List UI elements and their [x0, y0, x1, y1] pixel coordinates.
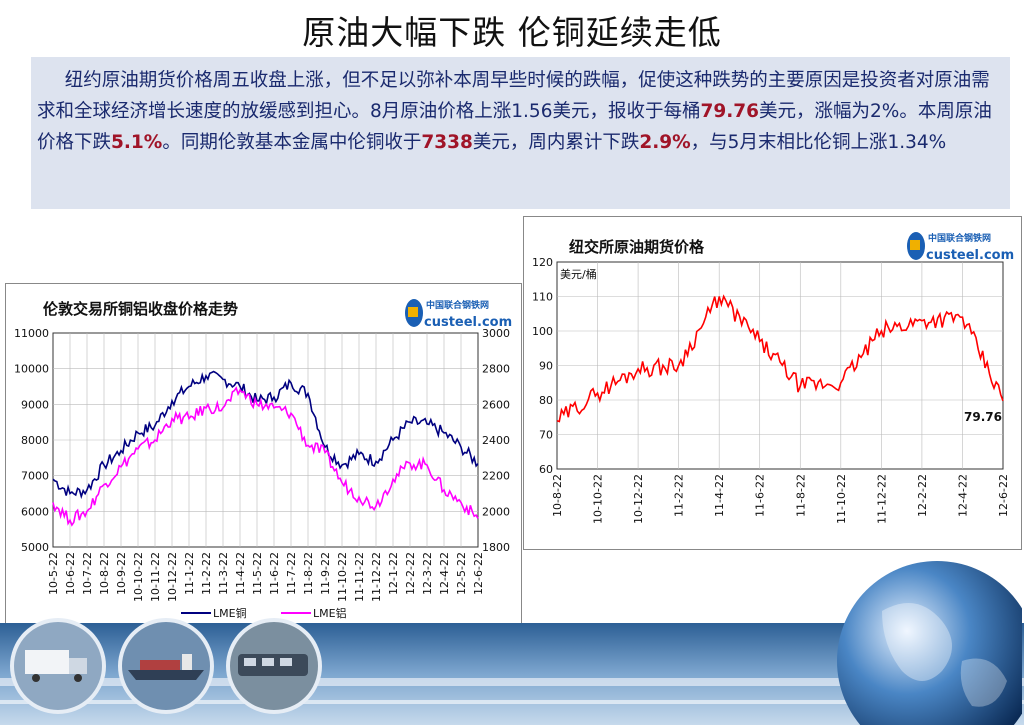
lme-yleft-tick: 6000	[21, 505, 49, 518]
crude-x-tick: 12-2-22	[916, 474, 929, 517]
lme-x-tick: 12-1-22	[387, 552, 400, 595]
logo: 中国联合钢铁网 custeel.com	[907, 232, 1014, 263]
crude-x-tick: 12-4-22	[956, 474, 969, 517]
logo-mark-inner-icon	[910, 240, 920, 250]
crude-y-tick: 110	[532, 291, 553, 304]
crude-chart: 纽交所原油期货价格 中国联合钢铁网 custeel.com 美元/桶 120 11…	[532, 232, 1014, 524]
lme-x-tick: 12-5-22	[455, 552, 468, 595]
legend-aluminum-label: LME铝	[313, 606, 347, 620]
crude-y-tick: 120	[532, 256, 553, 269]
crude-chart-panel: 纽交所原油期货价格 中国联合钢铁网 custeel.com 美元/桶 120 11…	[523, 216, 1022, 550]
logo: 中国联合钢铁网 custeel.com	[405, 299, 512, 330]
summary-p5: ，与5月末相比伦铜上涨1.34%	[690, 132, 947, 153]
lme-x-tick: 10-5-22	[47, 552, 60, 595]
lme-x-tick: 12-6-22	[472, 552, 485, 595]
lme-yright-tick: 2200	[482, 470, 510, 483]
lme-x-tick: 10-12-22	[166, 552, 179, 602]
lme-yleft-tick: 5000	[21, 541, 49, 554]
footer-stripe-2	[0, 700, 1024, 704]
lme-x-tick: 11-6-22	[268, 552, 281, 595]
lme-yright-tick: 3000	[482, 327, 510, 340]
lme-yleft-tick: 10000	[14, 363, 49, 376]
crude-x-tick: 10-10-22	[592, 474, 605, 524]
crude-ylabel: 美元/桶	[560, 267, 597, 281]
crude-y-tick: 60	[539, 463, 553, 476]
lme-x-tick: 12-4-22	[438, 552, 451, 595]
lme-copper-line	[52, 370, 479, 500]
train-icon	[226, 618, 322, 714]
lme-yleft-tick: 8000	[21, 434, 49, 447]
lme-x-tick: 11-3-22	[217, 552, 230, 595]
lme-x-tick: 10-6-22	[64, 552, 77, 595]
crude-price-line	[556, 294, 1004, 423]
legend-copper-label: LME铜	[213, 606, 247, 620]
lme-x-tick: 11-2-22	[200, 552, 213, 595]
lme-yright-tick: 2400	[482, 434, 510, 447]
lme-yright-tick: 2000	[482, 505, 510, 518]
summary-p2: 美元，涨幅为2%。本周原油价格下跌	[37, 101, 992, 153]
summary-p3: 。同期伦敦基本金属中伦铜收于	[162, 132, 422, 153]
lme-yleft-tick: 7000	[21, 470, 49, 483]
lme-x-tick: 10-8-22	[98, 552, 111, 595]
lme-x-tick: 11-1-22	[183, 552, 196, 595]
crude-x-tick: 12-6-22	[997, 474, 1010, 517]
crude-y-tick: 90	[539, 360, 553, 373]
crude-x-tick: 11-12-22	[875, 474, 888, 524]
crude-x-tick: 11-4-22	[713, 474, 726, 517]
copper-weekly-drop: 2.9%	[639, 132, 691, 153]
globe-icon	[837, 561, 1022, 725]
lme-x-tick: 11-7-22	[285, 552, 298, 595]
lme-x-tick: 12-3-22	[421, 552, 434, 595]
crude-y-tick: 70	[539, 429, 553, 442]
page-title: 原油大幅下跌 伦铜延续走低	[302, 13, 722, 52]
lme-x-tick: 11-5-22	[251, 552, 264, 595]
crude-x-tick: 11-10-22	[835, 474, 848, 524]
lme-chart-title: 伦敦交易所铜铝收盘价格走势	[43, 300, 238, 318]
lme-x-tick: 10-10-22	[132, 552, 145, 602]
logo-mark-inner-icon	[408, 307, 418, 317]
lme-chart-panel: 伦敦交易所铜铝收盘价格走势 中国联合钢铁网 custeel.com 11000 1…	[5, 283, 522, 625]
crude-x-tick: 11-2-22	[673, 474, 686, 517]
copper-close-price: 7338	[421, 132, 473, 153]
lme-x-tick: 11-4-22	[234, 552, 247, 595]
lme-aluminum-line	[52, 386, 479, 527]
lme-x-tick: 11-10-22	[336, 552, 349, 602]
summary-text: 纽约原油期货价格周五收盘上涨，但不足以弥补本周早些时候的跌幅，促使这种跌势的主要…	[31, 57, 1010, 209]
crude-x-tick: 11-8-22	[794, 474, 807, 517]
crude-x-tick: 11-6-22	[754, 474, 767, 517]
crude-close-price: 79.76	[700, 101, 759, 122]
ship-icon	[118, 618, 214, 714]
lme-x-tick: 11-9-22	[319, 552, 332, 595]
lme-yleft-tick: 11000	[14, 327, 49, 340]
crude-end-label: 79.76	[964, 410, 1002, 424]
logo-cn: 中国联合钢铁网	[928, 232, 991, 244]
crude-chart-title: 纽交所原油期货价格	[569, 238, 705, 256]
lme-chart: 伦敦交易所铜铝收盘价格走势 中国联合钢铁网 custeel.com 11000 1…	[14, 299, 512, 620]
crude-x-tick: 10-12-22	[632, 474, 645, 524]
logo-cn: 中国联合钢铁网	[426, 299, 489, 311]
crude-y-tick: 100	[532, 325, 553, 338]
lme-legend: LME铜 LME铝	[181, 606, 347, 620]
crude-y-tick: 80	[539, 394, 553, 407]
lme-x-tick: 11-8-22	[302, 552, 315, 595]
logo-en: custeel.com	[926, 248, 1014, 263]
summary-p4: 美元，周内累计下跌	[472, 132, 640, 153]
footer-stripe	[0, 678, 1024, 686]
lme-yright-tick: 2600	[482, 398, 510, 411]
crude-weekly-drop: 5.1%	[111, 132, 163, 153]
lme-yright-tick: 2800	[482, 363, 510, 376]
lme-x-tick: 11-12-22	[370, 552, 383, 602]
lme-x-tick: 10-11-22	[149, 552, 162, 602]
lme-x-tick: 12-2-22	[404, 552, 417, 595]
lme-x-tick: 10-7-22	[81, 552, 94, 595]
logo-en: custeel.com	[424, 315, 512, 330]
lme-yleft-tick: 9000	[21, 398, 49, 411]
crude-x-tick: 10-8-22	[551, 474, 564, 517]
truck-icon	[10, 618, 106, 714]
lme-x-tick: 11-11-22	[353, 552, 366, 602]
lme-yright-tick: 1800	[482, 541, 510, 554]
summary-p1: 纽约原油期货价格周五收盘上涨，但不足以弥补本周早些时候的跌幅，促使这种跌势的主要…	[37, 70, 990, 122]
lme-x-tick: 10-9-22	[115, 552, 128, 595]
